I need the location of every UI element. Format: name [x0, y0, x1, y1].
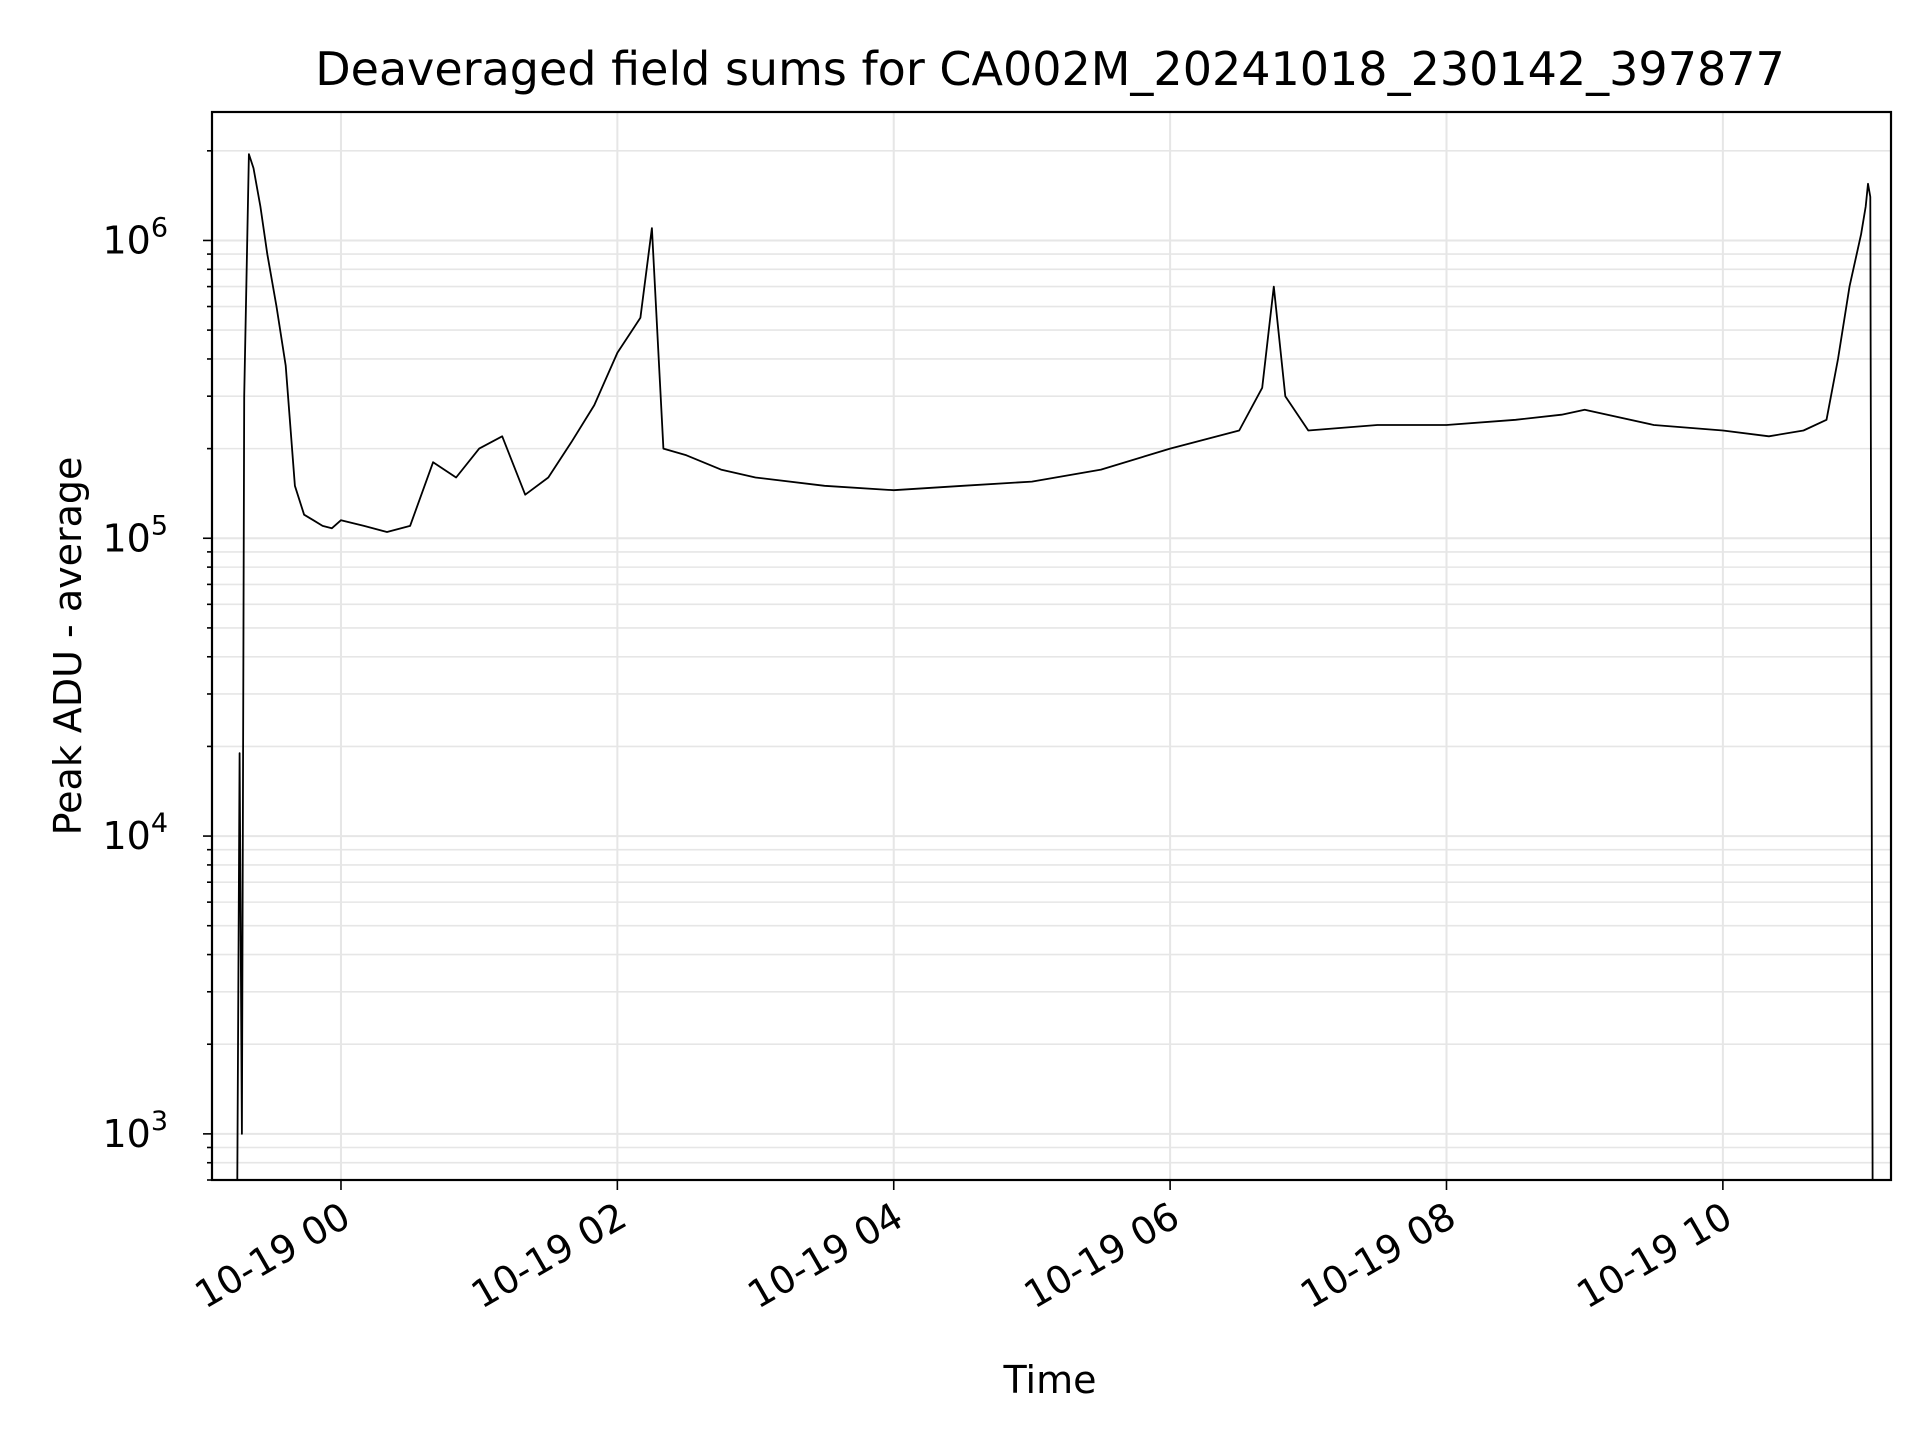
y-tick-label: 105 — [102, 510, 168, 560]
plot-area — [236, 153, 1874, 1181]
y-tick-label: 104 — [102, 808, 168, 858]
grid — [212, 112, 1891, 1181]
y-tick-label: 103 — [102, 1106, 168, 1156]
y-tick-label: 106 — [102, 212, 168, 262]
data-line — [236, 153, 1874, 1181]
x-axis-label: Time — [1003, 1358, 1097, 1402]
plot-frame — [210, 110, 1893, 1182]
chart-title: Deaveraged field sums for CA002M_2024101… — [315, 42, 1785, 96]
y-axis-label: Peak ADU - average — [46, 457, 90, 836]
